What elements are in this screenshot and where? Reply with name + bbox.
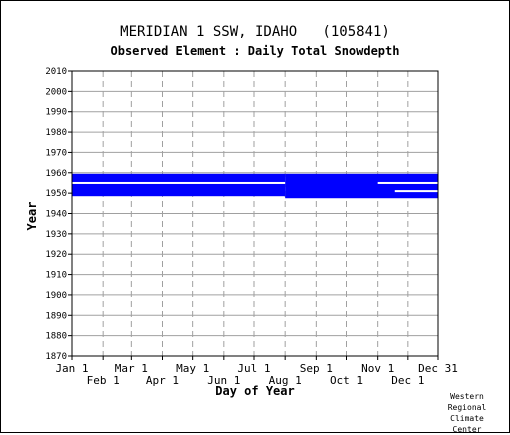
observed-band <box>72 173 286 197</box>
y-tick-label: 1990 <box>45 108 67 118</box>
x-tick-label: Jan 1 <box>55 362 88 375</box>
y-tick-label: 1960 <box>45 169 67 179</box>
credit-block: Western Regional Climate Center <box>437 391 497 435</box>
x-tick-label: Jul 1 <box>237 362 270 375</box>
y-tick-label: 1910 <box>45 271 67 281</box>
y-axis-label: Year <box>25 201 39 231</box>
chart-title: MERIDIAN 1 SSW, IDAHO (105841) <box>120 24 390 40</box>
y-tick-label: 1930 <box>45 230 67 240</box>
y-tick-label: 1890 <box>45 311 67 321</box>
x-tick-label: Dec 1 <box>391 374 424 387</box>
y-tick-label: 1950 <box>45 189 67 199</box>
chart-subtitle: Observed Element : Daily Total Snowdepth <box>110 44 400 58</box>
plot-border <box>71 70 439 357</box>
x-tick-label: Mar 1 <box>115 362 148 375</box>
y-tick-label: 1900 <box>45 291 67 301</box>
y-tick-label: 1920 <box>45 250 67 260</box>
missing-gap <box>72 181 286 184</box>
y-tick-label: 2000 <box>45 87 67 97</box>
x-tick-label: Apr 1 <box>146 374 179 387</box>
x-tick-label: Nov 1 <box>361 362 394 375</box>
x-axis-label: Day of Year <box>215 384 295 398</box>
x-tick-label: Jun 1 <box>207 374 240 387</box>
credit-line: Western <box>450 392 484 401</box>
x-tick-label: Feb 1 <box>87 374 120 387</box>
y-tick-label: 1870 <box>45 352 67 362</box>
y-tick-label: 1970 <box>45 148 67 158</box>
x-tick-label: May 1 <box>176 362 209 375</box>
x-tick-label: Dec 31 <box>418 362 458 375</box>
credit-line: Climate <box>450 414 484 423</box>
y-tick-label: 2010 <box>45 67 67 77</box>
x-tick-label: Sep 1 <box>300 362 333 375</box>
y-tick-label: 1940 <box>45 210 67 220</box>
credit-line: Center <box>452 425 482 434</box>
missing-gap <box>377 181 438 184</box>
x-tick-label: Oct 1 <box>330 374 363 387</box>
observed-band <box>285 173 438 199</box>
y-tick-label: 1980 <box>45 128 67 138</box>
credit-line: Regional <box>447 403 487 412</box>
y-tick-label: 1880 <box>45 332 67 342</box>
x-tick-label: Aug 1 <box>269 374 302 387</box>
missing-gap <box>394 190 438 193</box>
